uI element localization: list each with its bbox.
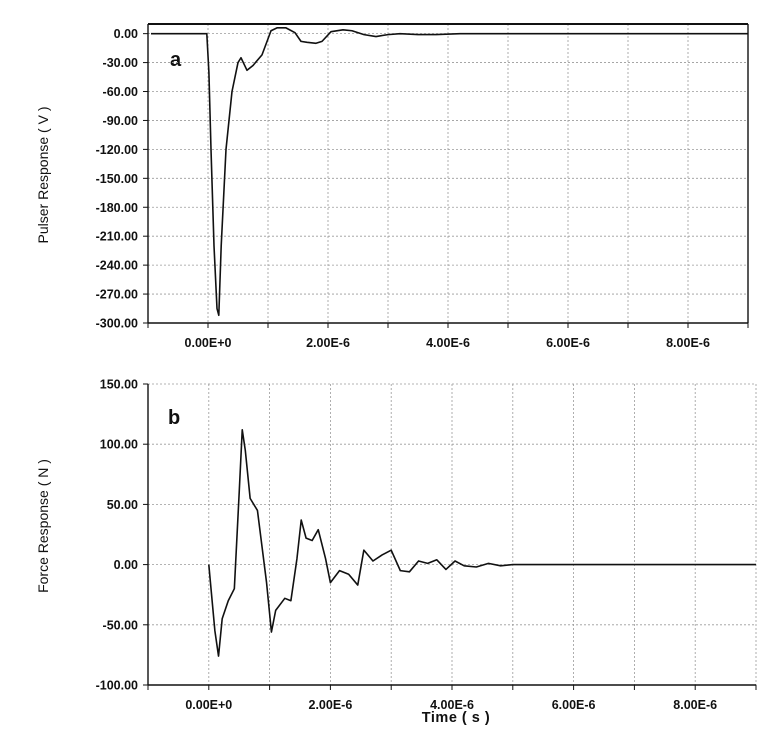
panel-b-series-line [208,428,756,657]
panel-a-ytick-label: -210.00 [96,230,138,244]
panel-b-letter: b [168,407,180,429]
panel-a-ytick-label: -60.00 [103,85,138,99]
panel-a-pulser-response: a Pulser Response ( V ) 0.00 -30.00 -60.00… [35,23,749,350]
panel-b-ytick-label: 50.00 [107,498,138,512]
panel-a-ytick-label: -120.00 [96,143,138,157]
panel-a-ytick-label: -240.00 [96,259,138,273]
panel-b-xtick-label: 4.00E-6 [430,698,474,712]
panel-a-ytick-label: -180.00 [96,201,138,215]
panel-a-ytick-label: -270.00 [96,288,138,302]
panel-a-ylabel: Pulser Response ( V ) [35,107,51,244]
panel-b-ytick-label: 0.00 [114,558,138,572]
panel-a-xtick-label: 0.00E+0 [185,336,232,350]
panel-b-ytick-label: -50.00 [103,618,138,632]
panel-a-ytick-label: -90.00 [103,114,138,128]
panel-a-ytick-label: -150.00 [96,172,138,186]
panel-a-xtick-label: 2.00E-6 [306,336,350,350]
panel-b-ytick-label: 150.00 [100,378,138,392]
panel-a-series-line [151,27,748,317]
panel-a-xtick-label: 8.00E-6 [666,336,710,350]
panel-a-ytick-label: -300.00 [96,317,138,331]
panel-b-xlabel: Time ( s ) [422,710,490,726]
panel-b-ytick-label: 100.00 [100,438,138,452]
panel-a-ytick-label: -30.00 [103,56,138,70]
panel-b-force-response: b Force Response ( N ) Time ( s ) 150.00… [35,378,757,726]
panel-a-xtick-label: 4.00E-6 [426,336,470,350]
panel-b-xtick-label: 0.00E+0 [185,698,232,712]
panel-b-ytick-label: -100.00 [96,679,138,693]
panel-a-xtick-label: 6.00E-6 [546,336,590,350]
panel-b-xtick-label: 8.00E-6 [673,698,717,712]
panel-b-xtick-label: 2.00E-6 [309,698,353,712]
panel-a-letter: a [170,49,182,71]
panel-b-xtick-label: 6.00E-6 [552,698,596,712]
panel-a-ytick-label: 0.00 [114,27,138,41]
panel-b-ylabel: Force Response ( N ) [35,459,51,593]
